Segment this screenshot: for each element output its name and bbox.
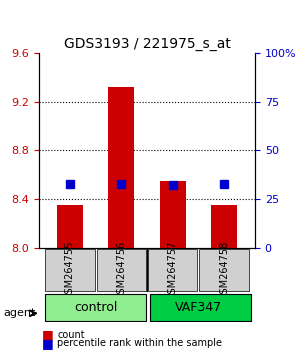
Bar bbox=[211, 205, 237, 248]
Text: GSM264755: GSM264755 bbox=[65, 240, 75, 299]
Text: control: control bbox=[74, 301, 117, 314]
Text: count: count bbox=[57, 330, 85, 339]
Text: ■: ■ bbox=[42, 328, 54, 341]
FancyBboxPatch shape bbox=[45, 293, 146, 321]
Text: VAF347: VAF347 bbox=[175, 301, 222, 314]
Title: GDS3193 / 221975_s_at: GDS3193 / 221975_s_at bbox=[64, 37, 230, 51]
Bar bbox=[108, 87, 134, 248]
Bar bbox=[160, 181, 186, 248]
FancyBboxPatch shape bbox=[148, 249, 197, 291]
FancyBboxPatch shape bbox=[150, 293, 251, 321]
Text: GSM264756: GSM264756 bbox=[116, 240, 126, 299]
Text: agent: agent bbox=[3, 308, 35, 318]
FancyBboxPatch shape bbox=[45, 249, 94, 291]
Text: ■: ■ bbox=[42, 337, 54, 350]
Text: percentile rank within the sample: percentile rank within the sample bbox=[57, 338, 222, 348]
FancyBboxPatch shape bbox=[97, 249, 146, 291]
Bar bbox=[57, 205, 83, 248]
FancyBboxPatch shape bbox=[200, 249, 249, 291]
Text: GSM264757: GSM264757 bbox=[168, 240, 178, 299]
Text: GSM264758: GSM264758 bbox=[219, 240, 229, 299]
